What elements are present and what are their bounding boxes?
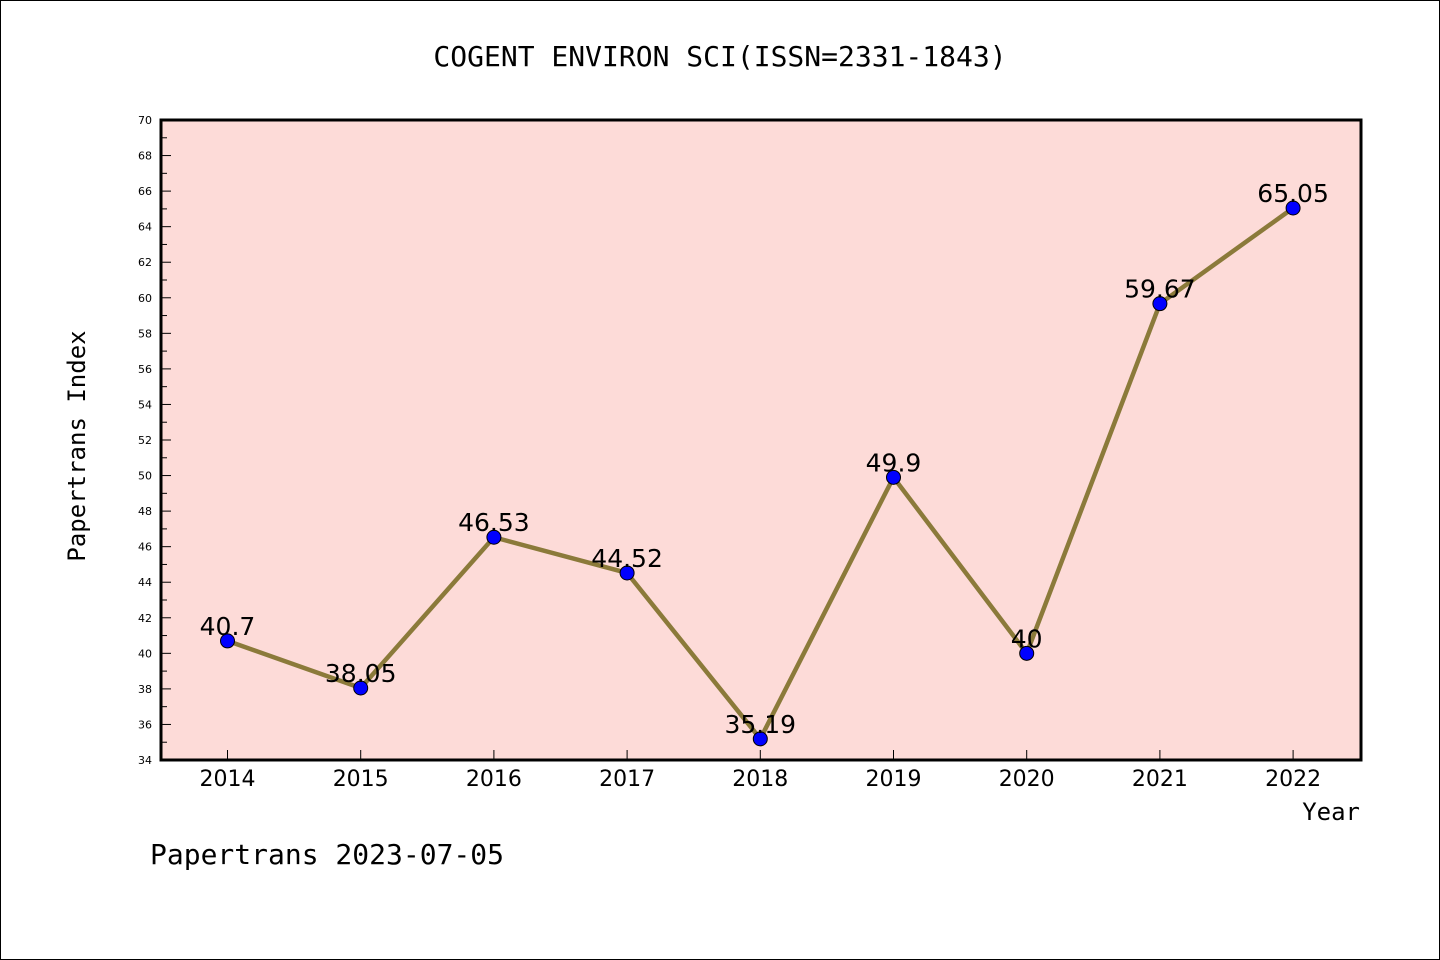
data-label: 59.67 [1124, 275, 1196, 304]
data-point [353, 680, 369, 696]
y-tick-label: 56 [138, 363, 152, 376]
x-tick-label: 2019 [866, 767, 922, 792]
chart-title: COGENT ENVIRON SCI(ISSN=2331-1843) [433, 40, 1006, 73]
data-label: 44.52 [591, 544, 663, 573]
data-label: 65.05 [1257, 179, 1329, 208]
x-tick-label: 2017 [599, 767, 655, 792]
x-axis-label: Year [1302, 798, 1360, 826]
data-point [486, 529, 502, 545]
data-point [1285, 200, 1301, 216]
data-label: 35.19 [725, 710, 797, 739]
footer-text: Papertrans 2023-07-05 [150, 838, 504, 871]
data-label: 38.05 [325, 659, 397, 688]
y-tick-label: 60 [138, 292, 152, 305]
y-tick-label: 62 [138, 256, 152, 269]
x-tick-label: 2020 [999, 767, 1055, 792]
y-axis-label: Papertrans Index [63, 330, 91, 561]
data-point [886, 469, 901, 485]
y-tick-label: 58 [138, 327, 152, 340]
data-point [752, 731, 768, 747]
y-tick-label: 54 [138, 398, 152, 411]
data-point [619, 565, 635, 581]
plot-border [159, 118, 1363, 762]
y-tick-label: 66 [138, 185, 152, 198]
y-tick-label: 44 [138, 576, 152, 589]
x-tick-label: 2016 [466, 767, 522, 792]
x-tick-label: 2014 [200, 767, 256, 792]
data-point [1152, 296, 1168, 312]
plot-area [161, 120, 1361, 760]
data-label: 49.9 [866, 448, 922, 477]
data-label: 40.7 [200, 612, 256, 641]
x-tick-label: 2018 [732, 767, 788, 792]
y-tick-label: 36 [138, 718, 152, 731]
x-tick-label: 2022 [1265, 767, 1321, 792]
y-tick-label: 38 [138, 683, 152, 696]
y-tick-label: 50 [138, 470, 152, 483]
y-tick-label: 34 [138, 754, 152, 767]
data-label: 40 [1011, 624, 1043, 653]
y-tick-label: 68 [138, 150, 152, 163]
data-point [1019, 645, 1035, 661]
y-tick-label: 40 [138, 647, 152, 660]
y-tick-label: 46 [138, 541, 152, 554]
x-axis-ticks: 2014 2015 2016 2017 2018 2019 2020 2021 2022 [200, 750, 1321, 792]
x-tick-label: 2015 [333, 767, 389, 792]
data-point [220, 633, 235, 649]
x-tick-label: 2021 [1132, 767, 1188, 792]
data-label: 46.53 [458, 508, 530, 537]
y-axis-ticks: 34 36 38 40 42 44 46 48 50 52 54 56 58 60 62 64 66 68 70 [138, 114, 171, 767]
data-markers [220, 200, 1301, 747]
y-tick-label: 64 [138, 221, 152, 234]
y-tick-label: 48 [138, 505, 152, 518]
y-tick-label: 70 [138, 114, 152, 127]
y-tick-label: 52 [138, 434, 152, 447]
y-tick-label: 42 [138, 612, 152, 625]
data-labels: 40.7 38.05 46.53 44.52 35.19 49.9 40 59.67 65.05 [200, 179, 1329, 739]
